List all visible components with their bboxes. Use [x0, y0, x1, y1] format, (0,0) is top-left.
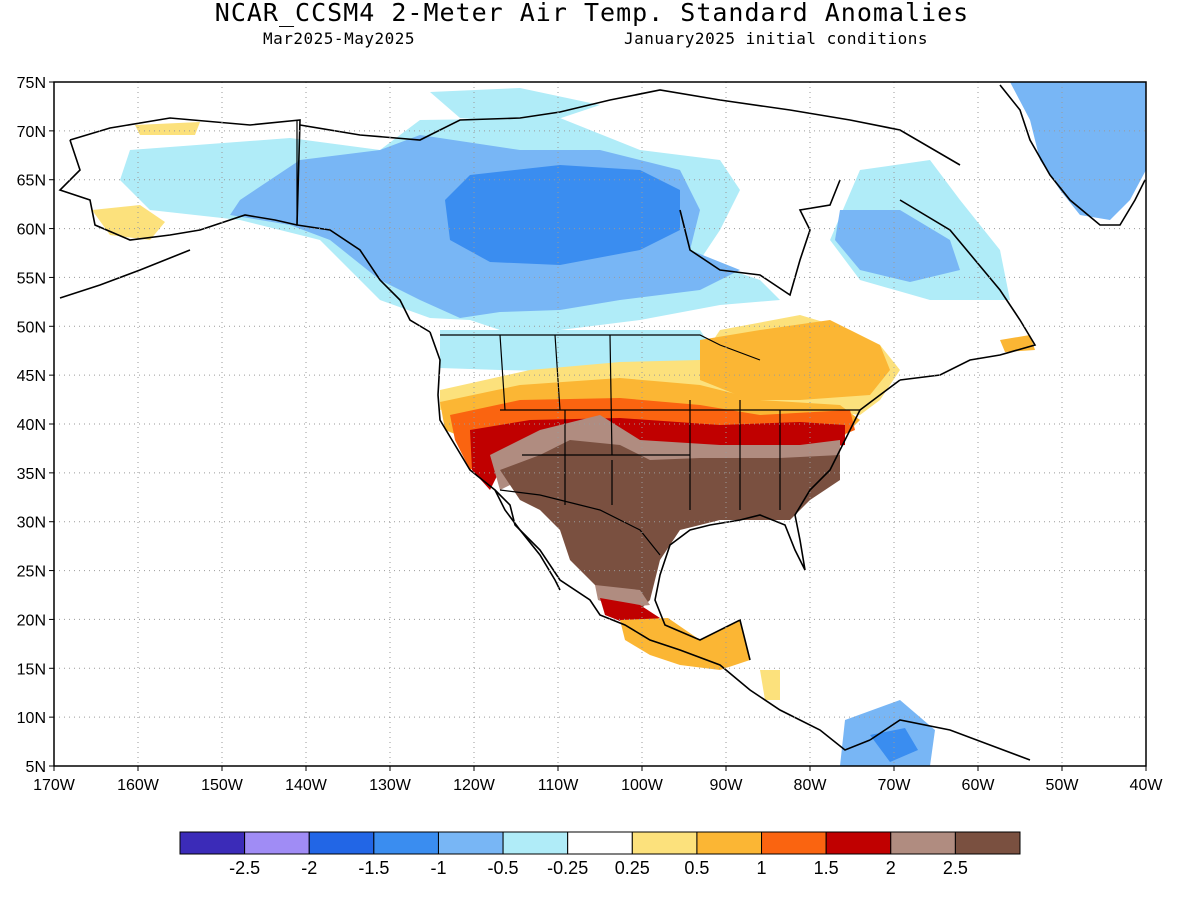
alaska-warm-anomaly [135, 122, 200, 135]
colorbar-swatch [954, 831, 1021, 855]
latitude-label: 65N [17, 173, 46, 190]
longitude-label: 90W [710, 777, 744, 794]
longitude-label: 70W [878, 777, 912, 794]
warm-anomaly [760, 670, 780, 700]
us-canada-border [440, 334, 761, 361]
longitude-label: 110W [538, 777, 580, 794]
colorbar-swatch [437, 831, 504, 855]
latitude-label: 75N [17, 75, 46, 92]
longitude-labels: 170W 160W 150W 140W 130W 120W 110W 100W 90W 80W 70… [33, 766, 1163, 794]
colorbar-label: 2.5 [943, 858, 968, 878]
central-america-cool-anomaly [870, 728, 918, 762]
us-west-coastline [429, 331, 871, 751]
colorbar-swatch [631, 831, 698, 855]
colorbar-swatch [373, 831, 439, 855]
latitude-label: 60N [17, 222, 46, 239]
map-title: NCAR_CCSM4 2-Meter Air Temp. Standard An… [214, 0, 970, 27]
colorbar-label: -0.25 [547, 858, 588, 878]
latitude-label: 45N [17, 368, 46, 385]
colorbar-swatch [244, 831, 310, 855]
longitude-label: 130W [369, 777, 412, 794]
latitude-label: 10N [17, 710, 46, 727]
longitude-label: 160W [117, 777, 160, 794]
initial-conditions: January2025 initial conditions [624, 29, 928, 48]
greenland-coastline [999, 84, 1146, 226]
latitude-label: 20N [17, 612, 46, 629]
colorbar-swatch [696, 831, 763, 855]
colorbar-label: 1 [757, 858, 767, 878]
forecast-period: Mar2025-May2025 [263, 29, 415, 48]
latitude-label: 50N [17, 319, 46, 336]
strong-warm-anomaly [600, 598, 660, 625]
moderate-warm-anomaly [450, 398, 855, 470]
colorbar-swatch [567, 831, 633, 855]
latitude-label: 40N [17, 417, 46, 434]
graticule [54, 82, 1146, 766]
labrador-coastline [899, 199, 1037, 381]
longitude-label: 40W [1130, 777, 1164, 794]
longitude-label: 80W [794, 777, 828, 794]
colorbar-label: 0.25 [615, 858, 650, 878]
alaska-west-coastline [58, 139, 298, 241]
latitude-label: 30N [17, 515, 46, 532]
longitude-label: 100W [621, 777, 664, 794]
us-east-coastline [654, 379, 901, 661]
latitude-label: 70N [17, 124, 46, 141]
colorbar-label: -1 [430, 858, 446, 878]
longitude-label: 140W [285, 777, 328, 794]
colorbar-swatch [179, 831, 246, 855]
south-america-coastline [869, 719, 1031, 761]
colorbar-label: -2.5 [229, 858, 260, 878]
latitude-label: 15N [17, 661, 46, 678]
colorbar-label: -0.5 [488, 858, 519, 878]
alaska-coastline [69, 117, 431, 333]
aleutian-coastline [59, 249, 191, 299]
greenland-cool-anomaly [1010, 82, 1146, 220]
colorbar-label: -1.5 [358, 858, 389, 878]
longitude-label: 50W [1046, 777, 1080, 794]
colorbar-label: -2 [301, 858, 317, 878]
cool-anomaly [835, 210, 960, 282]
extreme-warm-anomaly [500, 440, 840, 610]
colorbar-label: 2 [886, 858, 896, 878]
latitude-labels: 75N 70N 65N 60N 55N 50N 45N 40N 35N 30N 25N 20N 15N 1… [17, 75, 54, 776]
colorbar-swatch [890, 831, 956, 855]
colorbar-swatch [761, 831, 827, 855]
colorbar: -2.5 -2 -1.5 -1 -0.5 -0.25 0.25 0.5 1 1.5 2 2.5 [179, 831, 1021, 878]
canada-arctic-coastline [299, 89, 961, 166]
baja-coastline [494, 489, 561, 591]
colorbar-label: 1.5 [814, 858, 839, 878]
longitude-label: 170W [33, 777, 76, 794]
latitude-label: 5N [26, 759, 46, 776]
longitude-label: 150W [201, 777, 244, 794]
latitude-label: 35N [17, 466, 46, 483]
light-cool-anomaly [430, 88, 600, 125]
latitude-label: 25N [17, 564, 46, 581]
colorbar-swatch [825, 831, 892, 855]
longitude-label: 60W [962, 777, 996, 794]
colorbar-swatch [502, 831, 569, 855]
colorbar-swatch [308, 831, 375, 855]
strong-cool-anomaly [445, 165, 680, 265]
us-mexico-border [499, 489, 661, 556]
warm-anomaly [700, 320, 890, 400]
longitude-label: 120W [453, 777, 496, 794]
latitude-label: 55N [17, 270, 46, 287]
warm-anomaly [620, 618, 750, 670]
colorbar-label: 0.5 [684, 858, 709, 878]
